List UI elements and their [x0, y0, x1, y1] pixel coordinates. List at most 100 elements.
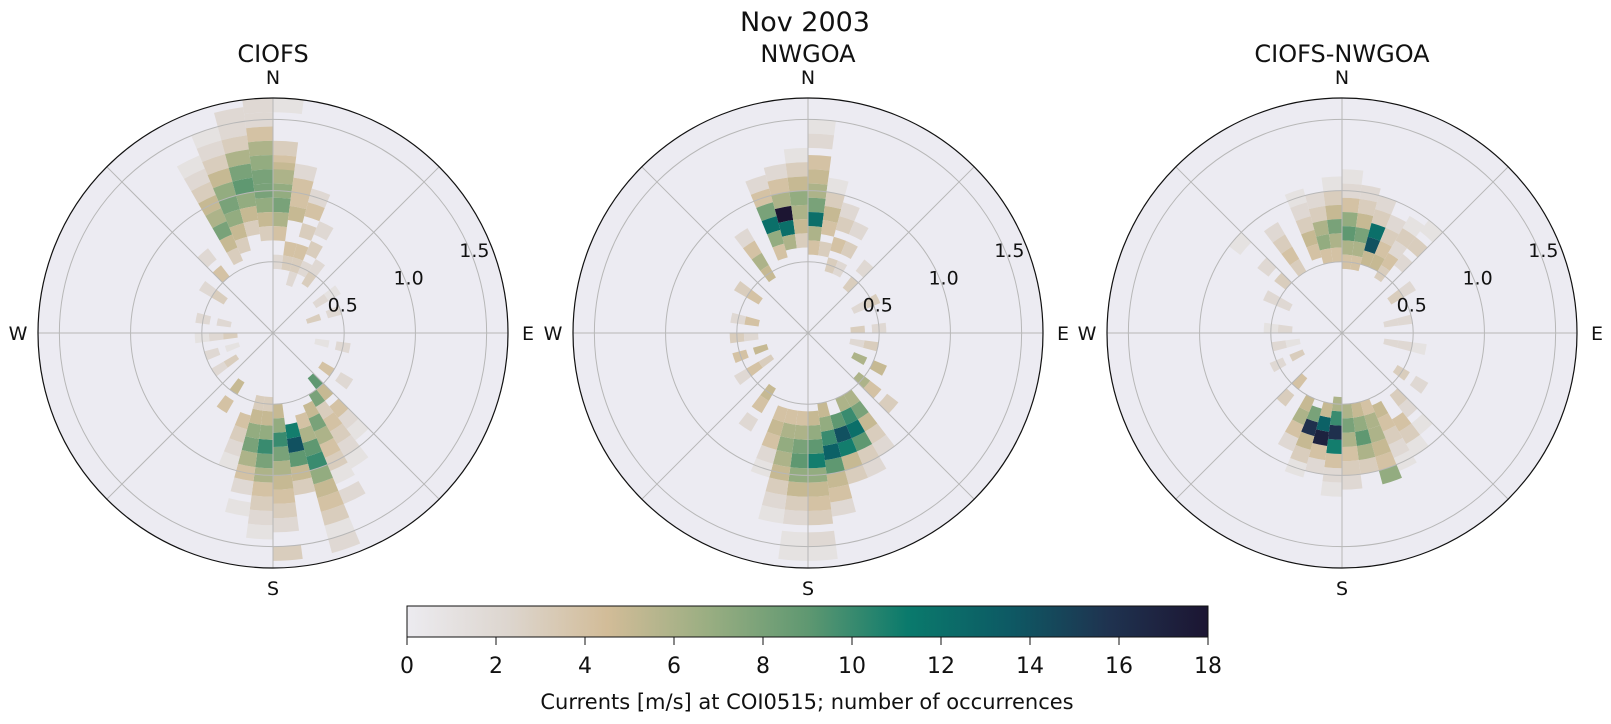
wedge	[826, 470, 849, 489]
wedge	[216, 318, 232, 328]
wedge	[196, 140, 226, 162]
wedge	[763, 163, 788, 182]
wedge	[841, 451, 863, 471]
wedge	[1375, 195, 1397, 215]
wedge	[840, 407, 858, 426]
wedge	[746, 361, 763, 377]
wedge	[1395, 228, 1416, 249]
wedge	[793, 219, 808, 235]
wedge	[826, 177, 849, 196]
wedge	[1391, 412, 1412, 432]
wedge	[839, 202, 860, 222]
direction-label: N	[801, 67, 815, 89]
wedge	[1295, 431, 1315, 450]
wedge	[309, 464, 333, 485]
wedge	[211, 289, 228, 305]
wedge	[742, 240, 762, 260]
colorbar-tick-label: 8	[756, 654, 770, 679]
wedge	[1290, 202, 1311, 222]
wedge	[237, 449, 258, 468]
wedge	[778, 220, 795, 237]
wedge	[761, 431, 781, 450]
wedge	[1316, 415, 1331, 432]
wedge	[313, 221, 334, 241]
wedge	[817, 401, 831, 418]
wedge	[1276, 297, 1293, 312]
wedge	[1277, 431, 1299, 452]
wedge	[1292, 407, 1310, 426]
wedge	[1342, 474, 1363, 490]
wedge	[1352, 241, 1366, 258]
wedge	[1360, 250, 1375, 268]
wedge	[830, 411, 847, 430]
panel-nwgoa: NWGOA 0.5 1.0 1.5 N E S W	[544, 40, 1069, 600]
wedge	[228, 163, 253, 182]
wedge-group	[1229, 169, 1443, 497]
wedge	[1308, 205, 1328, 223]
wedge	[761, 216, 781, 235]
wedge	[304, 202, 325, 222]
polar-frame	[1106, 97, 1578, 569]
wedge	[1387, 289, 1404, 305]
wedge	[1389, 388, 1408, 407]
wedge	[212, 265, 230, 283]
wedge	[1281, 246, 1300, 266]
wedge	[780, 530, 808, 547]
spoke-gridline	[1175, 332, 1343, 500]
wedge	[236, 191, 257, 210]
wedge	[824, 191, 845, 210]
wedge	[1409, 375, 1429, 394]
wedge	[869, 360, 887, 376]
wedge	[298, 222, 317, 241]
wedge	[337, 434, 360, 457]
wedge	[191, 181, 216, 204]
wedge	[216, 395, 234, 414]
wedge	[219, 234, 238, 253]
wedge	[229, 425, 248, 444]
wedge	[249, 495, 273, 512]
wedge	[821, 220, 838, 237]
wedge	[851, 431, 873, 452]
wedge	[808, 119, 836, 136]
colorbar-tick-label: 12	[927, 654, 955, 679]
wedge	[746, 289, 763, 305]
wedge	[789, 190, 808, 206]
wedge	[844, 464, 868, 485]
wedge	[1305, 191, 1326, 210]
wedge	[292, 477, 316, 496]
wedge	[1257, 257, 1277, 277]
wedge	[273, 516, 300, 533]
wedge	[224, 342, 241, 353]
radial-tick-label: 0.5	[863, 295, 893, 317]
wedge	[287, 205, 307, 223]
wedge	[767, 229, 785, 248]
wedge	[1342, 226, 1356, 242]
wedge	[1328, 233, 1342, 249]
wedge	[792, 438, 808, 455]
wedge	[1377, 413, 1396, 432]
wedge	[247, 509, 273, 526]
wedge-group	[176, 98, 369, 561]
wedge	[273, 403, 285, 419]
wedge	[273, 460, 292, 476]
wedge	[249, 408, 263, 425]
wedge	[772, 449, 793, 468]
wedge	[225, 498, 251, 517]
wedge	[1367, 222, 1386, 241]
wedge	[767, 177, 790, 196]
wedge	[243, 220, 260, 237]
wedge	[293, 243, 309, 261]
wedge	[229, 222, 248, 241]
direction-label: E	[522, 323, 534, 345]
wedge	[298, 425, 317, 444]
wedge	[1374, 240, 1392, 259]
direction-label: N	[1335, 67, 1349, 89]
wedge	[1299, 394, 1315, 412]
wedge	[259, 226, 273, 242]
radial-tick-label: 1.0	[928, 267, 958, 289]
wedge	[1342, 445, 1359, 462]
wedge	[738, 412, 759, 432]
wedge	[273, 417, 287, 433]
wedge	[857, 412, 878, 432]
